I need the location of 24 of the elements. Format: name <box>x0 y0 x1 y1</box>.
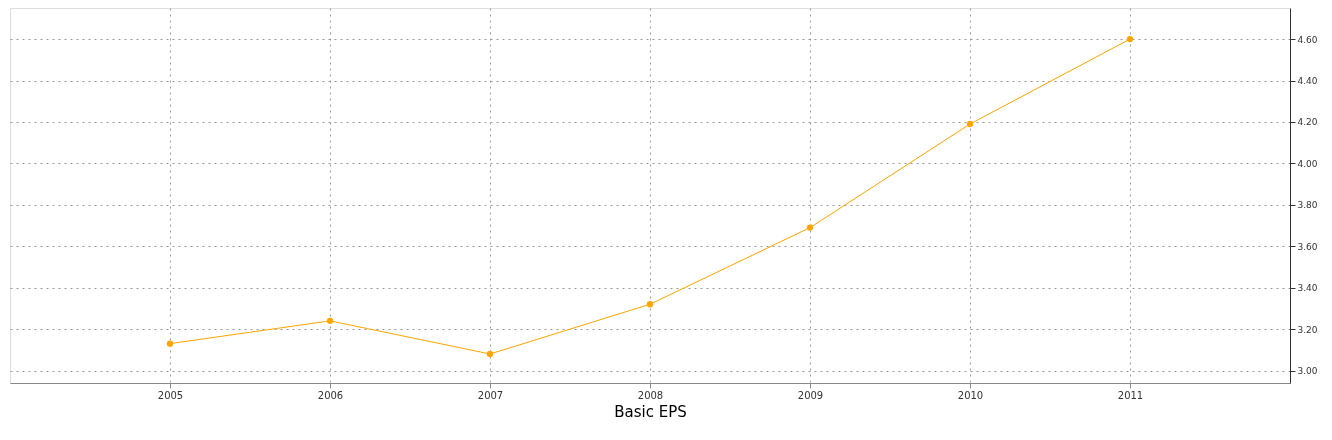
y-tick-label: 3.40 <box>1297 283 1318 294</box>
point <box>1126 35 1134 43</box>
x-tick-label: 2010 <box>957 389 984 401</box>
y-tick-label: 4.40 <box>1297 76 1318 87</box>
x-tick-label: 2008 <box>637 389 664 401</box>
y-tick-label: 3.80 <box>1297 200 1318 211</box>
x-tick-label: 2006 <box>317 389 344 401</box>
point <box>966 120 974 128</box>
point <box>646 301 654 308</box>
x-tick-label: 2005 <box>157 389 184 401</box>
y-tick-label: 4.20 <box>1297 117 1318 128</box>
point <box>326 317 334 324</box>
point <box>806 224 814 231</box>
x-tick-label: 2007 <box>477 389 504 401</box>
y-tick-label: 4.60 <box>1297 34 1318 45</box>
x-axis-title: Basic EPS <box>614 402 687 421</box>
y-tick-label: 3.00 <box>1297 366 1318 377</box>
y-tick-label: 3.20 <box>1297 324 1318 335</box>
y-tick-label: 4.00 <box>1297 158 1318 169</box>
x-tick-label: 2011 <box>1117 389 1144 401</box>
x-tick-label: 2009 <box>797 389 824 401</box>
y-tick-label: 3.60 <box>1297 241 1318 252</box>
point <box>486 350 494 358</box>
point <box>166 340 174 347</box>
